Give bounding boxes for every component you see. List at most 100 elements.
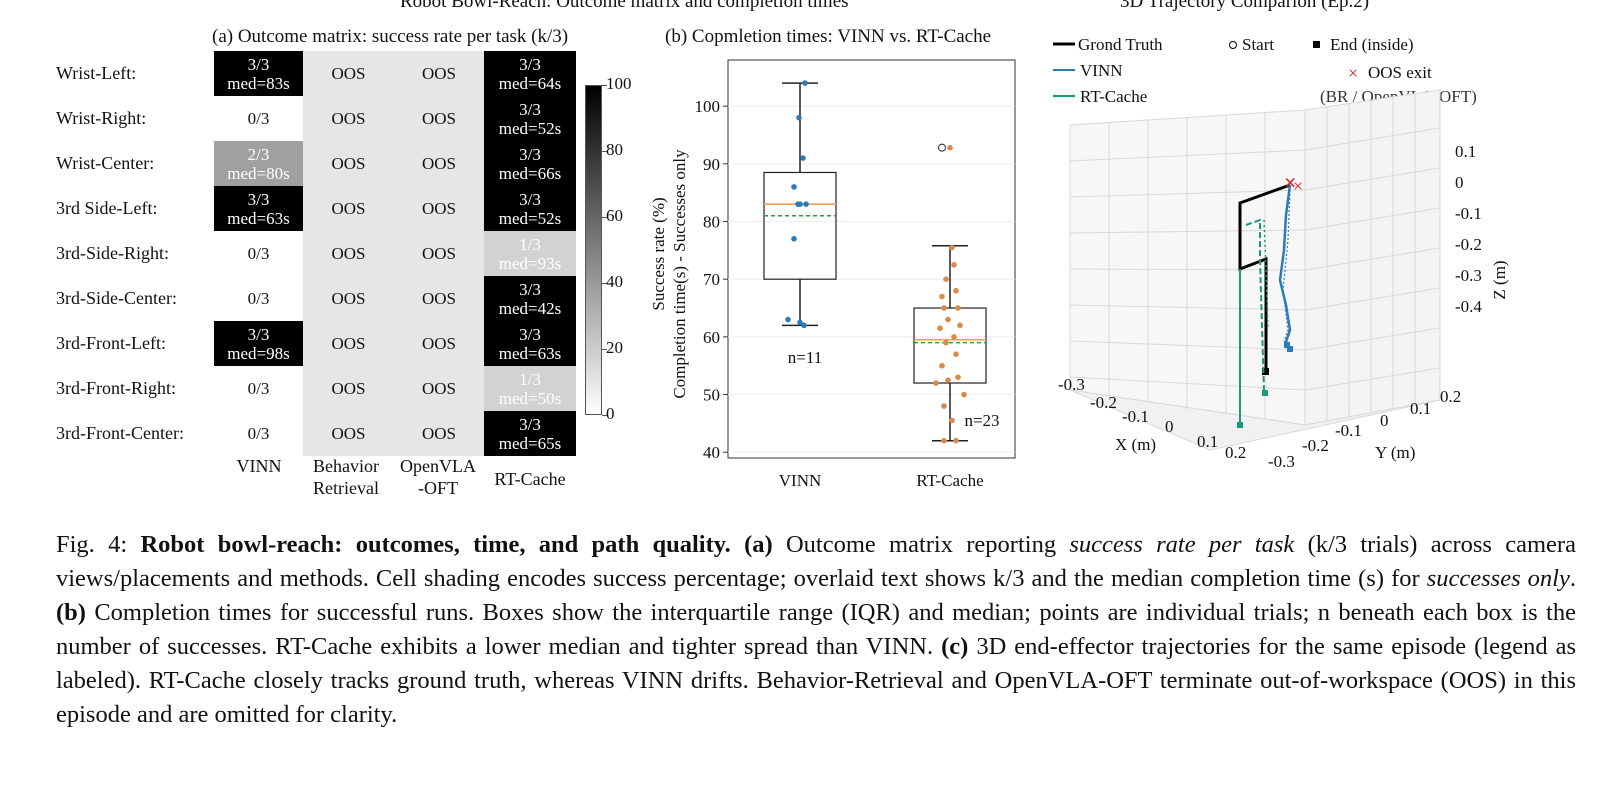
cell-k-value: OOS <box>331 199 366 218</box>
matrix-cell: OOS <box>303 411 394 456</box>
caption-bold: (c) <box>941 633 969 660</box>
matrix-cell: 3/3 med=42s <box>484 276 576 321</box>
y-tick-label: 0.1 <box>1410 399 1431 418</box>
boxplot-chart: 40 50 60 70 80 90 100 Completion time(s) - Succ… <box>649 59 1016 490</box>
iqr-box <box>763 171 837 280</box>
row-label: 3rd-Front-Right: <box>56 378 176 398</box>
colorbar-tick-mark <box>602 283 607 284</box>
z-axis-label: Z (m) <box>1490 260 1509 299</box>
panel-b-title: (b) Copmletion times: VINN vs. RT-Cache <box>665 26 992 47</box>
y-tick-label: 100 <box>695 97 721 116</box>
rtcache-marker <box>1262 390 1268 396</box>
plot-frame <box>727 59 1016 459</box>
row-label: Wrist-Center: <box>56 153 155 173</box>
cell-k-value: 0/3 <box>247 244 270 263</box>
cell-median-time: med=80s <box>227 163 290 183</box>
trajectory-3d-chart: Grond Truth Start End (inside) VINN × OOS exi… <box>1053 35 1509 471</box>
vinn-end-marker <box>1287 346 1293 352</box>
x-tick-label: RT-Cache <box>916 471 983 490</box>
vinn-end-marker <box>1284 342 1290 348</box>
matrix-cell: OOS <box>303 186 394 231</box>
z-tick-label: -0.1 <box>1455 204 1482 223</box>
matrix-cell: 3/3 med=65s <box>484 411 576 456</box>
cell-median-time: med=63s <box>227 208 290 228</box>
data-point <box>941 305 947 311</box>
data-point <box>785 316 791 323</box>
figure-super-title-c: 3D Trajectory Comparion (Ep.2) <box>1120 0 1370 12</box>
cell-median-time: med=63s <box>498 343 562 363</box>
cell-median-time: med=64s <box>498 73 562 93</box>
data-point <box>945 316 951 323</box>
caption-bold: (b) <box>56 599 86 626</box>
data-point <box>933 380 939 386</box>
cell-k-value: 0/3 <box>247 289 270 308</box>
cell-k-value: OOS <box>331 64 366 83</box>
outlier-marker <box>938 143 946 152</box>
data-point <box>945 377 951 383</box>
matrix-cell: OOS <box>394 276 484 321</box>
caption-italic: successes only <box>1426 565 1570 592</box>
y-tick-label: 70 <box>703 270 720 289</box>
y-tick-label: -0.1 <box>1335 421 1362 440</box>
cell-k-value: OOS <box>421 199 456 218</box>
cell-k-value: 3/3 <box>519 54 541 74</box>
legend-label-ground-truth: Grond Truth <box>1078 35 1163 54</box>
caption-italic: success rate per task <box>1069 531 1295 558</box>
row-label: 3rd-Front-Left: <box>56 333 166 353</box>
data-point <box>953 437 959 444</box>
colorbar-tick-label: 100 <box>606 74 632 93</box>
caption-fig-label: Fig. 4: <box>56 531 141 558</box>
z-tick-label: 0.1 <box>1455 142 1476 161</box>
colorbar-tick-mark <box>602 151 607 152</box>
matrix-cell: 0/3 <box>214 96 303 141</box>
matrix-cell: OOS <box>394 186 484 231</box>
cell-k-value: OOS <box>421 64 456 83</box>
x-tick-label: -0.1 <box>1122 407 1149 426</box>
cell-median-time: med=52s <box>498 118 562 138</box>
end-marker <box>1262 368 1269 375</box>
legend-label-vinn: VINN <box>1080 61 1123 80</box>
data-point <box>949 417 955 424</box>
y-axis-label-secondary: Success rate (%) <box>649 197 668 310</box>
cell-k-value: OOS <box>331 154 366 173</box>
cell-k-value: 0/3 <box>247 424 270 443</box>
rtcache-end-marker <box>1237 422 1243 428</box>
cell-k-value: OOS <box>331 424 366 443</box>
axes-box <box>1069 89 1441 451</box>
cell-k-value: 3/3 <box>247 54 270 74</box>
x-tick-label: -0.3 <box>1058 375 1085 394</box>
matrix-cell: 1/3 med=93s <box>484 231 576 276</box>
cell-median-time: med=83s <box>227 73 290 93</box>
matrix-cell: OOS <box>394 96 484 141</box>
cell-median-time: med=65s <box>498 433 562 453</box>
z-tick-label: -0.2 <box>1455 235 1482 254</box>
data-point <box>943 276 949 282</box>
data-point <box>955 374 961 381</box>
matrix-cell: 2/3 med=80s <box>214 141 303 186</box>
matrix-cell: 0/3 <box>214 231 303 276</box>
data-point <box>947 144 953 151</box>
column-label-behavior-retrieval: Behavior Retrieval <box>313 456 379 498</box>
matrix-cell: OOS <box>303 231 394 276</box>
matrix-cell: 3/3 med=63s <box>214 186 303 231</box>
colorbar-tick-mark <box>602 85 607 86</box>
data-point <box>951 261 957 268</box>
oos-exit-marker: × <box>1284 170 1297 195</box>
matrix-cell: 3/3 med=66s <box>484 141 576 186</box>
legend-marker-start <box>1229 41 1237 49</box>
column-label-openvla-oft: OpenVLA -OFT <box>400 456 476 498</box>
data-point <box>791 236 797 242</box>
vinn-path <box>1278 184 1292 346</box>
data-point <box>803 201 809 208</box>
cell-median-time: med=93s <box>498 253 562 273</box>
column-label-vinn: VINN <box>236 456 282 476</box>
data-point <box>801 322 807 329</box>
cell-k-value: 3/3 <box>519 144 541 164</box>
data-point <box>802 80 808 86</box>
x-tick-label: -0.2 <box>1090 393 1117 412</box>
colorbar-tick-label: 20 <box>606 338 623 357</box>
legend-label-start: Start <box>1242 35 1274 54</box>
cell-median-time: med=98s <box>227 343 290 363</box>
z-tick-label: 0 <box>1455 173 1464 192</box>
cell-k-value: OOS <box>421 154 456 173</box>
